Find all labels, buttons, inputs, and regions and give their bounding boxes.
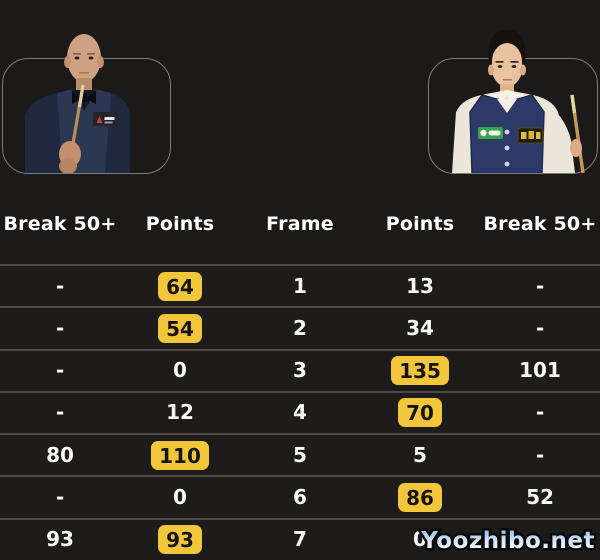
watermark-text: Yoozhibo.net [421,527,595,554]
cell-points-left: 64 [158,271,202,301]
player-photo-right [452,30,585,173]
cell-frame-number: 5 [293,442,307,467]
cell-frame-number: 6 [293,485,307,510]
cell-points-right: 70 [398,398,442,428]
cell-break-left: - [55,485,65,510]
header-points-right: Points [385,212,455,235]
cell-break-left: - [55,315,65,340]
table-row: 80 110 5 5 - [0,433,600,476]
watermark: Yoozhibo.net Yoozhibo.net [419,525,597,556]
score-table-header: Break 50+ Points Frame Points Break 50+ [0,195,600,264]
header-frame: Frame [266,212,334,235]
score-table-body: - 64 1 13 - - 54 2 34 - - 0 3 135 101 - … [0,264,600,560]
cell-points-right: 86 [398,483,442,513]
table-row: - 0 3 135 101 [0,348,600,391]
header-break50-right: Break 50+ [483,212,597,235]
cell-frame-number: 4 [293,400,307,425]
cell-points-left: 0 [173,485,187,510]
cell-break-left: 93 [46,527,74,552]
cell-frame-number: 1 [293,273,307,298]
player-photo-left [25,34,130,173]
watermark-outline: Yoozhibo.net [419,525,597,556]
table-row: 93 93 7 0 [0,517,600,560]
cell-break-right: 101 [519,358,561,383]
cell-break-right: - [535,315,545,340]
table-row: - 0 6 86 52 [0,475,600,518]
cell-points-right: 135 [391,356,449,386]
cell-break-left: - [55,273,65,298]
cell-frame-number: 7 [293,527,307,552]
cell-points-right: 34 [406,315,434,340]
cell-frame-number: 3 [293,358,307,383]
cell-break-left: - [55,400,65,425]
cell-break-right: - [535,273,545,298]
table-row: - 54 2 34 - [0,306,600,349]
cell-frame-number: 2 [293,315,307,340]
cell-points-right: 0 [413,527,427,552]
cell-break-right: - [535,400,545,425]
cell-break-right: - [535,442,545,467]
cell-break-left: - [55,358,65,383]
cell-points-left: 54 [158,313,202,343]
cell-points-left: 93 [158,525,202,555]
cell-break-left: 80 [46,442,74,467]
cell-break-right: 52 [526,485,554,510]
cell-points-right: 5 [413,442,427,467]
header-break50-left: Break 50+ [3,212,117,235]
header-points-left: Points [145,212,215,235]
cell-points-left: 0 [173,358,187,383]
cell-points-left: 12 [166,400,194,425]
table-row: - 12 4 70 - [0,390,600,434]
cell-points-left: 110 [151,440,209,470]
table-row: - 64 1 13 - [0,264,600,307]
cell-points-right: 13 [406,273,434,298]
